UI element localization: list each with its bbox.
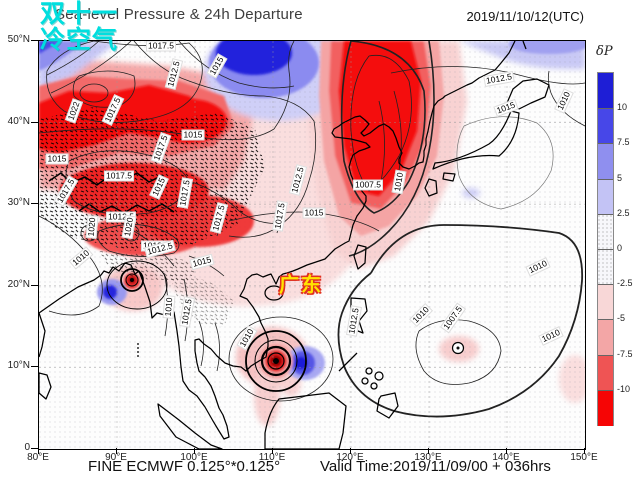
contour-label: 1010 — [554, 88, 574, 114]
lat-tick — [31, 284, 38, 286]
map-canvas: 1017.5 1012.5 1015 1022 1017.5 1015 1017.5 1015… — [38, 40, 586, 450]
lon-tick — [38, 448, 39, 454]
lat-tick — [31, 40, 38, 41]
colorbar-segment — [598, 284, 613, 321]
lat-tick — [31, 366, 38, 368]
lon-tick-label: 90°E — [105, 452, 127, 463]
colorbar-tick-label: 0 — [617, 243, 623, 253]
coastlines — [39, 41, 550, 449]
contour-label: 1017.5 — [101, 94, 125, 126]
contour-label: 1017.5 — [209, 202, 229, 234]
lat-tick — [31, 121, 38, 123]
contour-label: 1022 — [64, 98, 84, 124]
contour-label: 1007.5 — [439, 302, 467, 334]
contour-label: 1010 — [162, 295, 176, 319]
lon-tick — [116, 448, 117, 454]
contour-label: 1010 — [409, 303, 433, 327]
lon-tick — [350, 448, 351, 454]
contour-label: 1015 — [149, 174, 169, 200]
contour-label: 1012.5 — [288, 164, 308, 196]
lat-tick — [31, 448, 38, 449]
contour-label: 1015 — [189, 253, 215, 271]
contour-label: 1010 — [525, 257, 551, 277]
lon-tick — [506, 448, 507, 454]
lon-tick-label: 140°E — [492, 452, 520, 463]
colorbar-segment — [598, 354, 613, 391]
colorbar-tick-label: 5 — [617, 172, 623, 183]
annotation-line1: 双十一 — [40, 0, 119, 28]
contour-label: 1015 — [181, 129, 205, 141]
lon-tick-label: 110°E — [258, 452, 286, 463]
lon-tick — [194, 448, 195, 454]
guangdong-label: 广东 — [279, 274, 323, 297]
contour-label: 1012.5 — [164, 58, 184, 90]
lon-tick-label: 150°E — [570, 452, 598, 463]
contour-label: 1012.5 — [345, 305, 363, 337]
lat-tick — [31, 203, 38, 205]
colorbar-tick-label: 2.5 — [617, 207, 630, 218]
cyclone-rings — [106, 260, 465, 392]
colorbar-segment — [598, 143, 613, 180]
contour-label-layer: 1017.5 1012.5 1015 1022 1017.5 1015 1017.5 1015… — [39, 41, 585, 449]
lon-tick — [272, 448, 273, 454]
lat-tick-label: 10°N — [7, 360, 30, 372]
page-title: Sea-level Pressure & 24h Departure — [55, 6, 303, 23]
colorbar — [597, 72, 614, 426]
contour-label: 1010 — [236, 325, 258, 351]
contour-label: 1012.5 — [178, 296, 196, 328]
contour-label: 1010 — [538, 326, 564, 346]
colorbar-tick-label: -5 — [617, 313, 626, 324]
contour-label: 1020 — [121, 214, 137, 240]
lat-tick-label: 30°N — [7, 197, 30, 209]
colorbar-segment — [598, 178, 613, 215]
lon-tick-label: 80°E — [27, 452, 49, 463]
model-resolution-label: FINE ECMWF 0.125°*0.125° — [88, 458, 281, 475]
colorbar-tick-label: -7.5 — [617, 348, 633, 359]
contour-label: 1010 — [391, 169, 407, 195]
contour-label: 1015 — [493, 98, 519, 118]
lon-tick-label: 130°E — [414, 452, 442, 463]
colorbar-tick-label: -10 — [617, 383, 631, 394]
cold-air-annotation: 双十一 冷空气 — [40, 1, 118, 53]
contour-label: 1020 — [85, 215, 99, 239]
contour-label: 1017.5 — [146, 41, 176, 52]
contour-label: 1017.5 — [176, 177, 194, 209]
contour-label: 1015 — [302, 207, 326, 219]
lat-tick-label: 0 — [24, 442, 30, 453]
colorbar-segment — [598, 319, 613, 356]
lat-tick-label: 40°N — [7, 115, 30, 127]
contour-label: 1017.5 — [271, 200, 289, 232]
colorbar-title: δP — [596, 44, 613, 59]
annotation-line2: 冷空气 — [40, 26, 119, 54]
valid-time-label: Valid Time:2019/11/09/00 + 036hrs — [320, 458, 551, 475]
colorbar-segment — [598, 73, 613, 109]
colorbar-segment — [598, 389, 613, 426]
lon-tick-label: 100°E — [180, 452, 208, 463]
contour-label: 1017.5 — [53, 175, 79, 207]
colorbar-segment — [598, 249, 613, 286]
lon-tick — [584, 448, 585, 454]
contour-label: 1010 — [68, 246, 94, 270]
colorbar-segment — [598, 108, 613, 145]
colorbar-tick-label: -2.5 — [617, 278, 633, 289]
contour-label: 1015 — [206, 53, 228, 79]
colorbar-tick-label: 10 — [617, 102, 628, 113]
colorbar-tick-label: 7.5 — [617, 137, 630, 148]
lon-tick-label: 120°E — [336, 452, 364, 463]
datetime-label: 2019/11/10/12(UTC) — [466, 9, 584, 24]
contour-label: 1015 — [45, 153, 69, 165]
contour-label: 1007.5 — [353, 179, 383, 191]
lat-tick-label: 20°N — [7, 278, 30, 290]
colorbar-segment — [598, 213, 613, 250]
contour-label: 1012.5 — [483, 70, 515, 88]
contour-label: 1017.5 — [104, 170, 134, 182]
lon-tick — [428, 448, 429, 454]
lat-tick-label: 50°N — [7, 34, 30, 45]
contour-label: 1017.5 — [150, 132, 172, 164]
